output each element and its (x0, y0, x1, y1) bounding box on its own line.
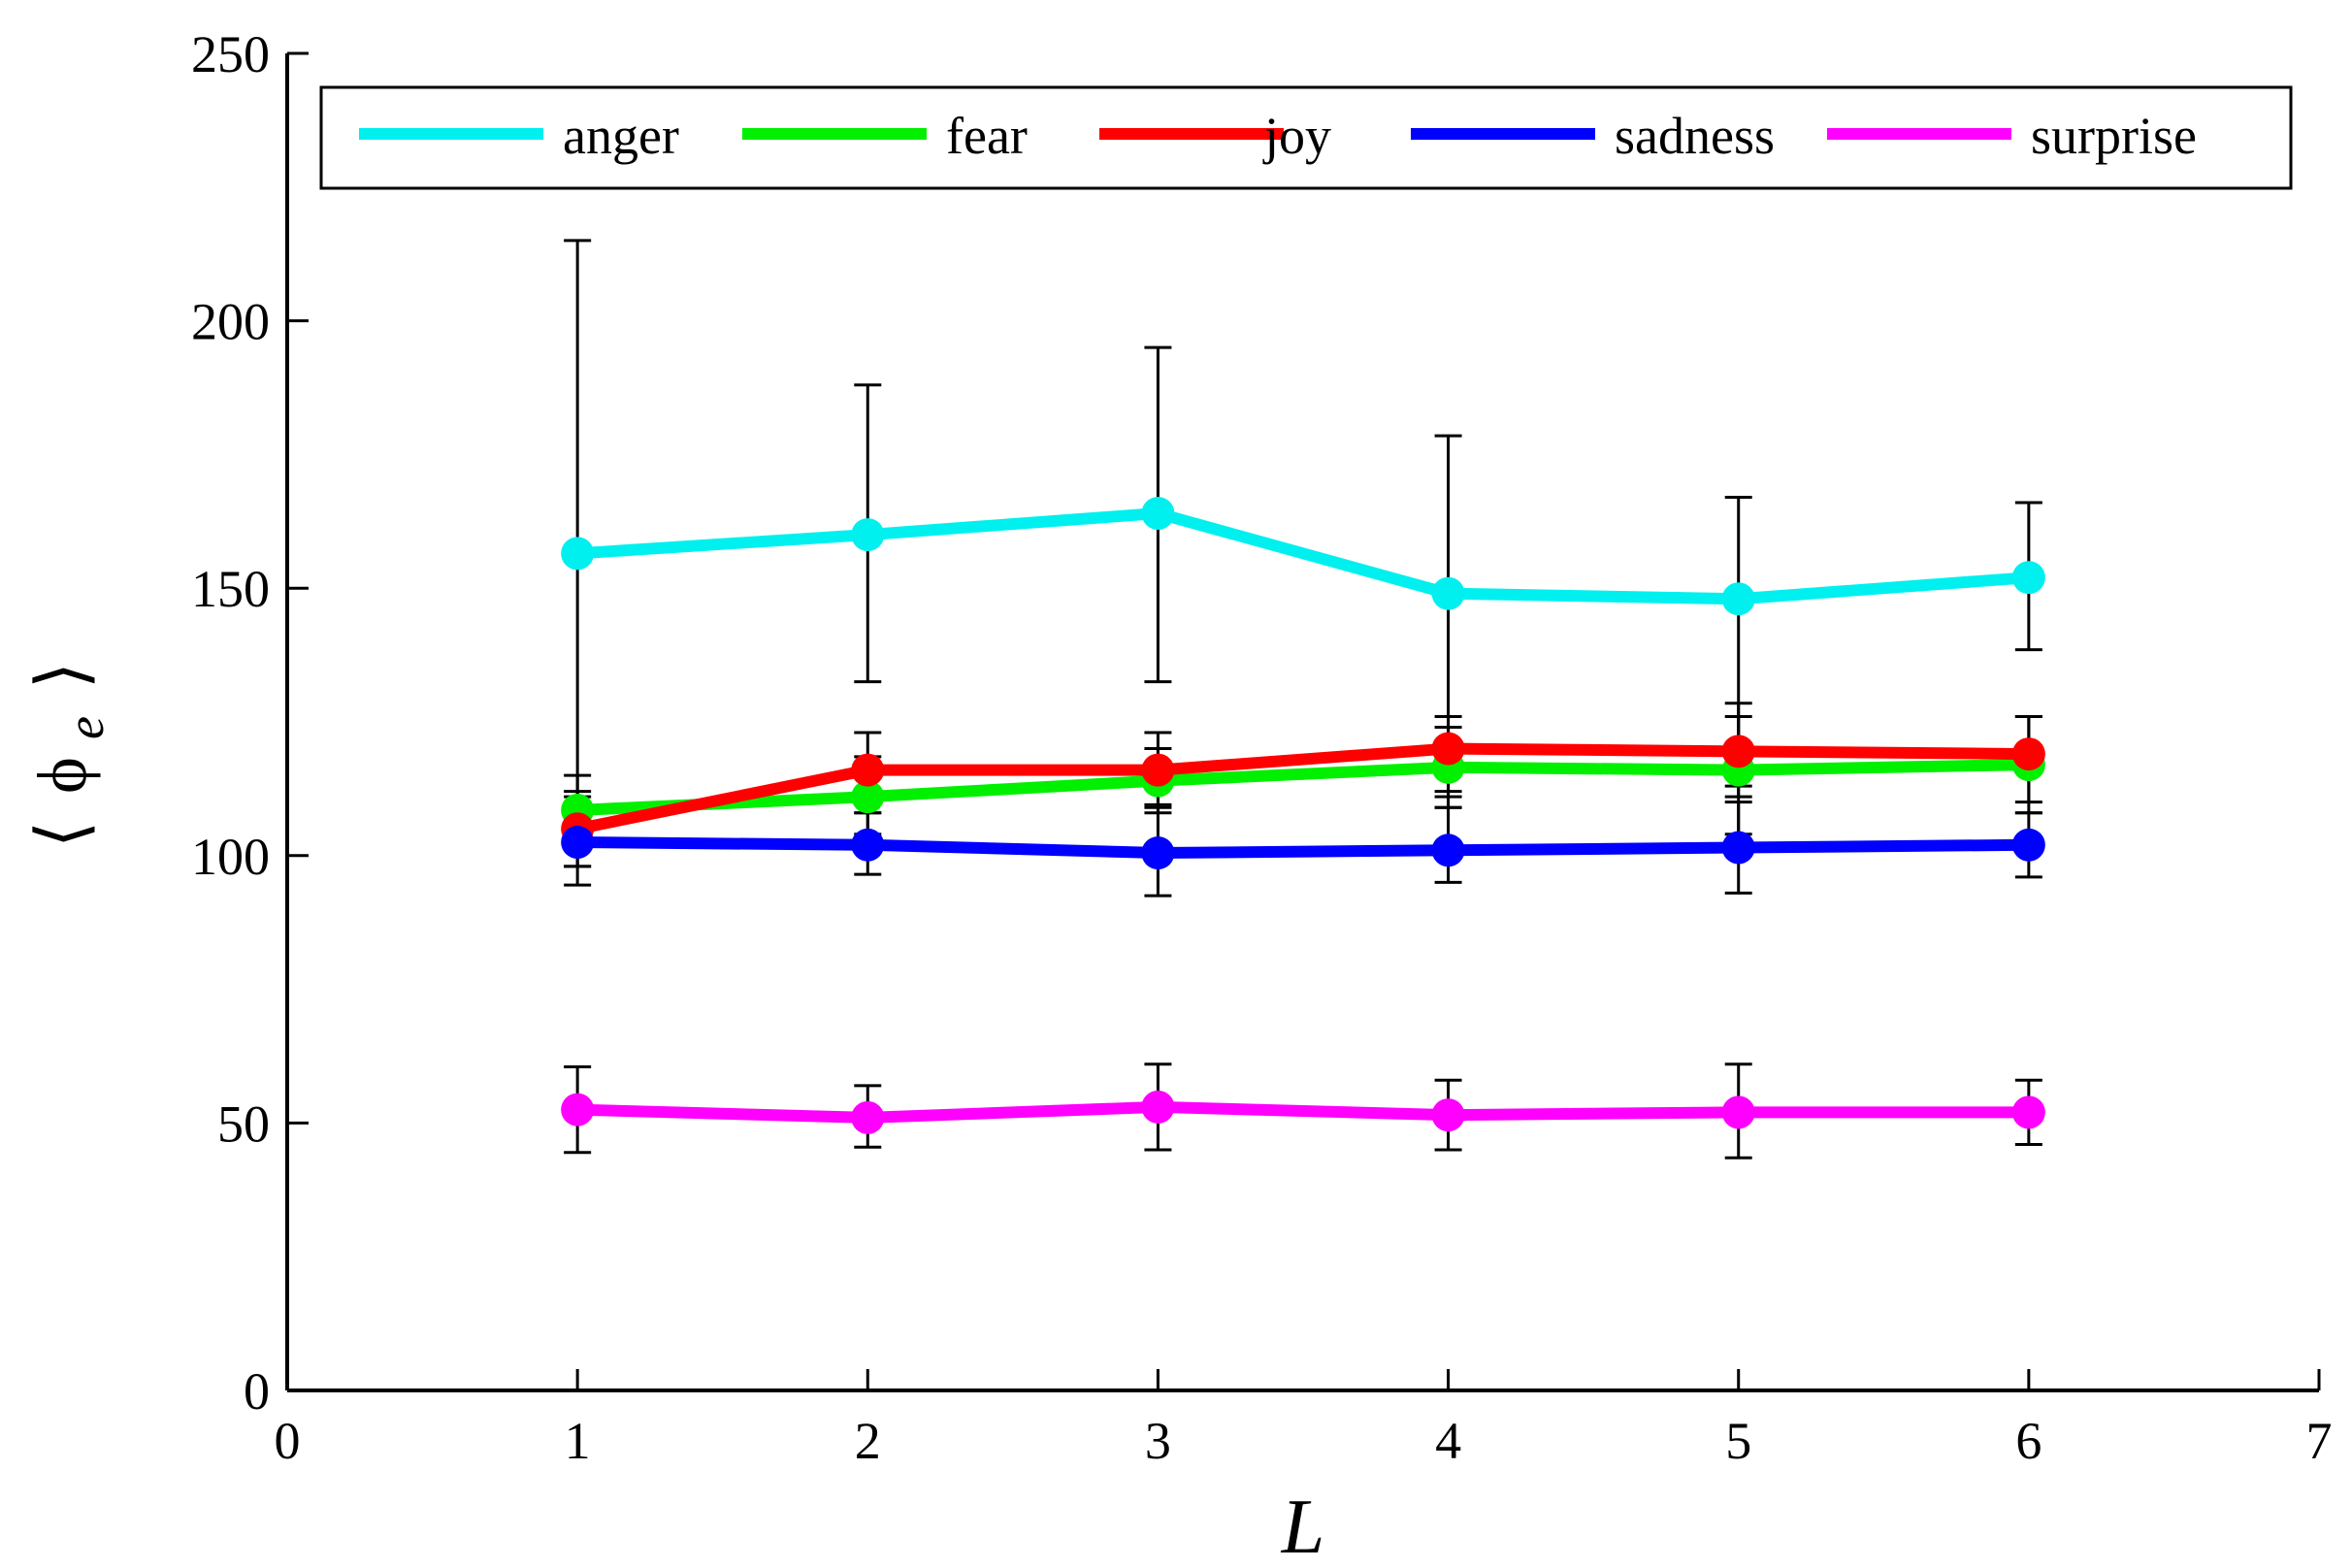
data-point-surprise (2011, 1095, 2045, 1129)
legend-item-fear: fear (742, 107, 1028, 165)
legend-item-sadness: sadness (1411, 107, 1775, 165)
legend-label-joy: joy (1262, 107, 1331, 165)
legend-label-surprise: surprise (2031, 107, 2197, 165)
legend-items: anger fear joy sadness surprise (359, 107, 2197, 165)
y-ticks: 0 50 100 150 200 250 (191, 25, 309, 1421)
data-point-anger (1141, 497, 1175, 531)
data-point-joy (1141, 753, 1175, 787)
legend-label-fear: fear (946, 107, 1028, 165)
series-line-sadness (577, 836, 2029, 860)
error-bars (564, 239, 2042, 1160)
legend: anger fear joy sadness surprise (319, 85, 2293, 190)
series-line-joy (575, 742, 2029, 835)
data-point-fear (851, 780, 885, 814)
series-line-fear (576, 759, 2029, 816)
y-tick-label: 50 (217, 1094, 270, 1153)
data-point-sadness (851, 828, 885, 862)
x-tick-label: 6 (2015, 1412, 2042, 1470)
legend-item-joy: joy (1099, 107, 1331, 165)
legend-label-sadness: sadness (1615, 107, 1775, 165)
data-point-sadness (2011, 828, 2045, 862)
data-point-anger (1721, 582, 1755, 616)
series-joy (561, 732, 2045, 846)
y-axis-title-close-bracket: ⟩ (23, 662, 101, 689)
data-point-joy (1431, 732, 1465, 766)
data-point-joy (1721, 735, 1755, 768)
series-anger (561, 497, 2045, 616)
data-point-surprise (1141, 1090, 1175, 1124)
y-tick-label: 250 (191, 25, 270, 83)
data-point-joy (2011, 737, 2045, 771)
y-tick-label: 200 (191, 293, 270, 351)
y-axis-title-symbol: ϕ (23, 757, 101, 794)
data-point-surprise (1431, 1098, 1465, 1132)
series-line-surprise (576, 1100, 2029, 1124)
data-point-anger (851, 518, 885, 552)
plot-area (561, 239, 2045, 1160)
x-tick-label: 4 (1435, 1412, 1461, 1470)
data-point-sadness (561, 826, 595, 860)
data-point-sadness (1721, 831, 1755, 865)
series-sadness (561, 826, 2045, 870)
x-tick-label: 2 (855, 1412, 881, 1470)
data-point-sadness (1431, 833, 1465, 867)
data-point-anger (1431, 576, 1465, 610)
legend-label-anger: anger (563, 107, 679, 165)
legend-item-surprise: surprise (1827, 107, 2197, 165)
x-tick-label: 0 (275, 1412, 301, 1470)
y-axis-title-open-bracket: ⟨ (23, 821, 101, 848)
y-axis-title-subscript: e (56, 716, 114, 739)
data-point-surprise (1721, 1095, 1755, 1129)
x-tick-label: 5 (1725, 1412, 1751, 1470)
data-point-joy (851, 753, 885, 787)
y-tick-label: 100 (191, 828, 270, 886)
y-tick-label: 150 (191, 560, 270, 618)
data-point-sadness (1141, 836, 1175, 870)
series-surprise (561, 1090, 2045, 1134)
x-axis-title: L (1281, 1485, 1325, 1568)
data-point-surprise (851, 1100, 885, 1134)
y-tick-label: 0 (244, 1362, 270, 1421)
legend-item-anger: anger (359, 107, 679, 165)
data-point-anger (2011, 561, 2045, 595)
data-point-surprise (561, 1093, 595, 1127)
series-line-anger (576, 507, 2030, 605)
data-point-anger (561, 537, 595, 571)
x-tick-label: 3 (1145, 1412, 1171, 1470)
x-ticks: 0 1 2 3 4 5 6 7 (275, 1369, 2333, 1470)
x-tick-label: 1 (565, 1412, 591, 1470)
y-axis-title-text: ⟨ ϕ e ⟩ (23, 662, 118, 848)
y-axis-title: ⟨ ϕ e ⟩ (23, 662, 118, 848)
x-tick-label: 7 (2306, 1412, 2333, 1470)
